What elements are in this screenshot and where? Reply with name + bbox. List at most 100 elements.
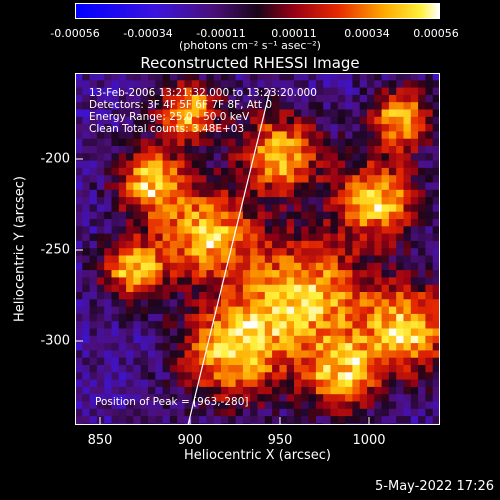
heatmap-cell xyxy=(418,211,426,220)
heatmap-cell xyxy=(118,248,127,256)
heatmap-cell xyxy=(184,328,193,337)
heatmap-cell xyxy=(148,335,156,344)
heatmap-cell xyxy=(228,284,236,293)
heatmap-cell xyxy=(162,73,171,81)
heatmap-cell xyxy=(425,219,434,227)
heatmap-cell xyxy=(425,226,434,234)
heatmap-cell xyxy=(221,73,229,81)
heatmap-cell xyxy=(155,226,163,234)
heatmap-cell xyxy=(89,306,98,315)
heatmap-cell xyxy=(367,365,375,373)
heatmap-cell xyxy=(126,73,134,81)
heatmap-cell xyxy=(286,189,295,198)
heatmap-cell xyxy=(279,146,288,154)
heatmap-cell xyxy=(374,153,382,161)
heatmap-cell xyxy=(264,328,273,337)
heatmap-cell xyxy=(352,401,361,410)
heatmap-cell xyxy=(89,313,98,322)
heatmap-cell xyxy=(257,124,266,132)
heatmap-cell xyxy=(286,270,295,278)
heatmap-cell xyxy=(264,343,273,351)
heatmap-cell xyxy=(425,372,434,380)
heatmap-cell xyxy=(301,423,309,425)
heatmap-cell xyxy=(323,270,331,278)
heatmap-cell xyxy=(169,262,178,271)
heatmap-cell xyxy=(432,394,440,402)
heatmap-cell xyxy=(294,335,302,344)
heatmap-cell xyxy=(352,394,361,402)
heatmap-cell xyxy=(337,277,346,286)
heatmap-cell xyxy=(111,386,120,395)
heatmap-cell xyxy=(184,350,193,359)
heatmap-cell xyxy=(301,394,309,402)
heatmap-cell xyxy=(148,379,156,388)
heatmap-cell xyxy=(374,248,382,256)
heatmap-cell xyxy=(213,240,222,249)
heatmap-cell xyxy=(359,94,368,103)
heatmap-cell xyxy=(308,321,317,329)
heatmap-cell xyxy=(330,306,339,315)
heatmap-cell xyxy=(148,357,156,366)
heatmap-cell xyxy=(396,372,404,380)
heatmap-cell xyxy=(82,379,90,388)
heatmap-cell xyxy=(359,87,368,96)
heatmap-cell xyxy=(345,153,353,161)
heatmap-cell xyxy=(396,153,404,161)
heatmap-cell xyxy=(257,350,266,359)
heatmap-cell xyxy=(177,313,185,322)
heatmap-cell xyxy=(308,306,317,315)
heatmap-cell xyxy=(352,379,361,388)
heatmap-cell xyxy=(250,204,258,213)
heatmap-cell xyxy=(82,73,90,81)
heatmap-cell xyxy=(162,350,171,359)
heatmap-cell xyxy=(410,116,419,125)
heatmap-cell xyxy=(308,131,317,140)
heatmap-cell xyxy=(381,167,390,176)
heatmap-cell xyxy=(191,226,200,234)
heatmap-cell xyxy=(294,386,302,395)
heatmap-cell xyxy=(330,379,339,388)
heatmap-cell xyxy=(323,372,331,380)
heatmap-cell xyxy=(221,335,229,344)
heatmap-cell xyxy=(264,167,273,176)
heatmap-cell xyxy=(133,365,142,373)
heatmap-cell xyxy=(330,335,339,344)
heatmap-cell xyxy=(89,197,98,205)
heatmap-cell xyxy=(104,343,112,351)
heatmap-cell xyxy=(118,277,127,286)
heatmap-cell xyxy=(330,292,339,300)
heatmap-cell xyxy=(148,153,156,161)
heatmap-cell xyxy=(403,328,412,337)
heatmap-cell xyxy=(155,423,163,425)
heatmap-cell xyxy=(315,175,324,183)
heatmap-cell xyxy=(169,138,178,147)
heatmap-cell xyxy=(330,197,339,205)
heatmap-cell xyxy=(242,284,251,293)
heatmap-cell xyxy=(352,328,361,337)
heatmap-cell xyxy=(155,262,163,271)
heatmap-cell xyxy=(206,379,215,388)
heatmap-cell xyxy=(388,262,397,271)
heatmap-cell xyxy=(337,270,346,278)
heatmap-cell xyxy=(396,73,404,81)
heatmap-cell xyxy=(425,153,434,161)
heatmap-cell xyxy=(323,73,331,81)
heatmap-cell xyxy=(352,80,361,88)
heatmap-cell xyxy=(213,313,222,322)
heatmap-cell xyxy=(403,146,412,154)
heatmap-cell xyxy=(140,175,149,183)
heatmap-cell xyxy=(257,189,266,198)
heatmap-cell xyxy=(381,248,390,256)
heatmap-cell xyxy=(315,167,324,176)
heatmap-cell xyxy=(155,153,163,161)
heatmap-cell xyxy=(279,160,288,169)
heatmap-cell xyxy=(75,372,83,380)
heatmap-cell xyxy=(111,350,120,359)
heatmap-cell xyxy=(162,248,171,256)
heatmap-cell xyxy=(96,175,105,183)
heatmap-cell xyxy=(403,306,412,315)
heatmap-cell xyxy=(221,146,229,154)
heatmap-cell xyxy=(323,306,331,315)
heatmap-cell xyxy=(264,379,273,388)
heatmap-cell xyxy=(337,102,346,110)
